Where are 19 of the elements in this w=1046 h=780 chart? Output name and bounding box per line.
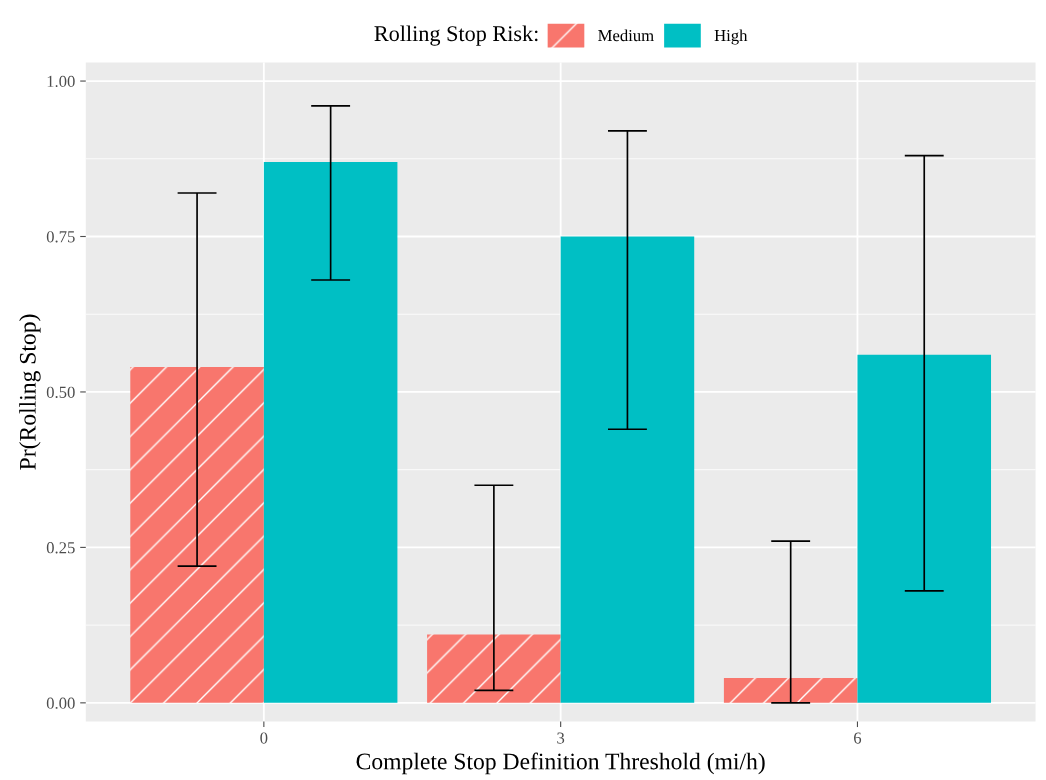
legend-title: Rolling Stop Risk: (374, 25, 538, 46)
y-tick-label: 0.75 (46, 231, 75, 243)
bar (560, 236, 695, 703)
x-tick-label: 6 (854, 732, 862, 744)
x-tick-label: 3 (557, 732, 565, 744)
y-axis-title: Pr(Rolling Stop) (19, 314, 41, 470)
legend-label: High (714, 29, 748, 45)
x-axis-title: Complete Stop Definition Threshold (mi/h) (356, 752, 765, 775)
bar (723, 677, 858, 703)
y-tick-label: 0.00 (46, 697, 75, 709)
bar (427, 634, 561, 703)
x-tick-label: 0 (260, 732, 268, 744)
legend-label: Medium (598, 29, 654, 42)
bar (263, 161, 398, 703)
y-tick-label: 0.50 (46, 386, 75, 398)
y-tick-label: 1.00 (47, 75, 75, 88)
bar (857, 354, 992, 703)
bar (130, 367, 264, 703)
y-tick-label: 0.25 (46, 542, 75, 554)
